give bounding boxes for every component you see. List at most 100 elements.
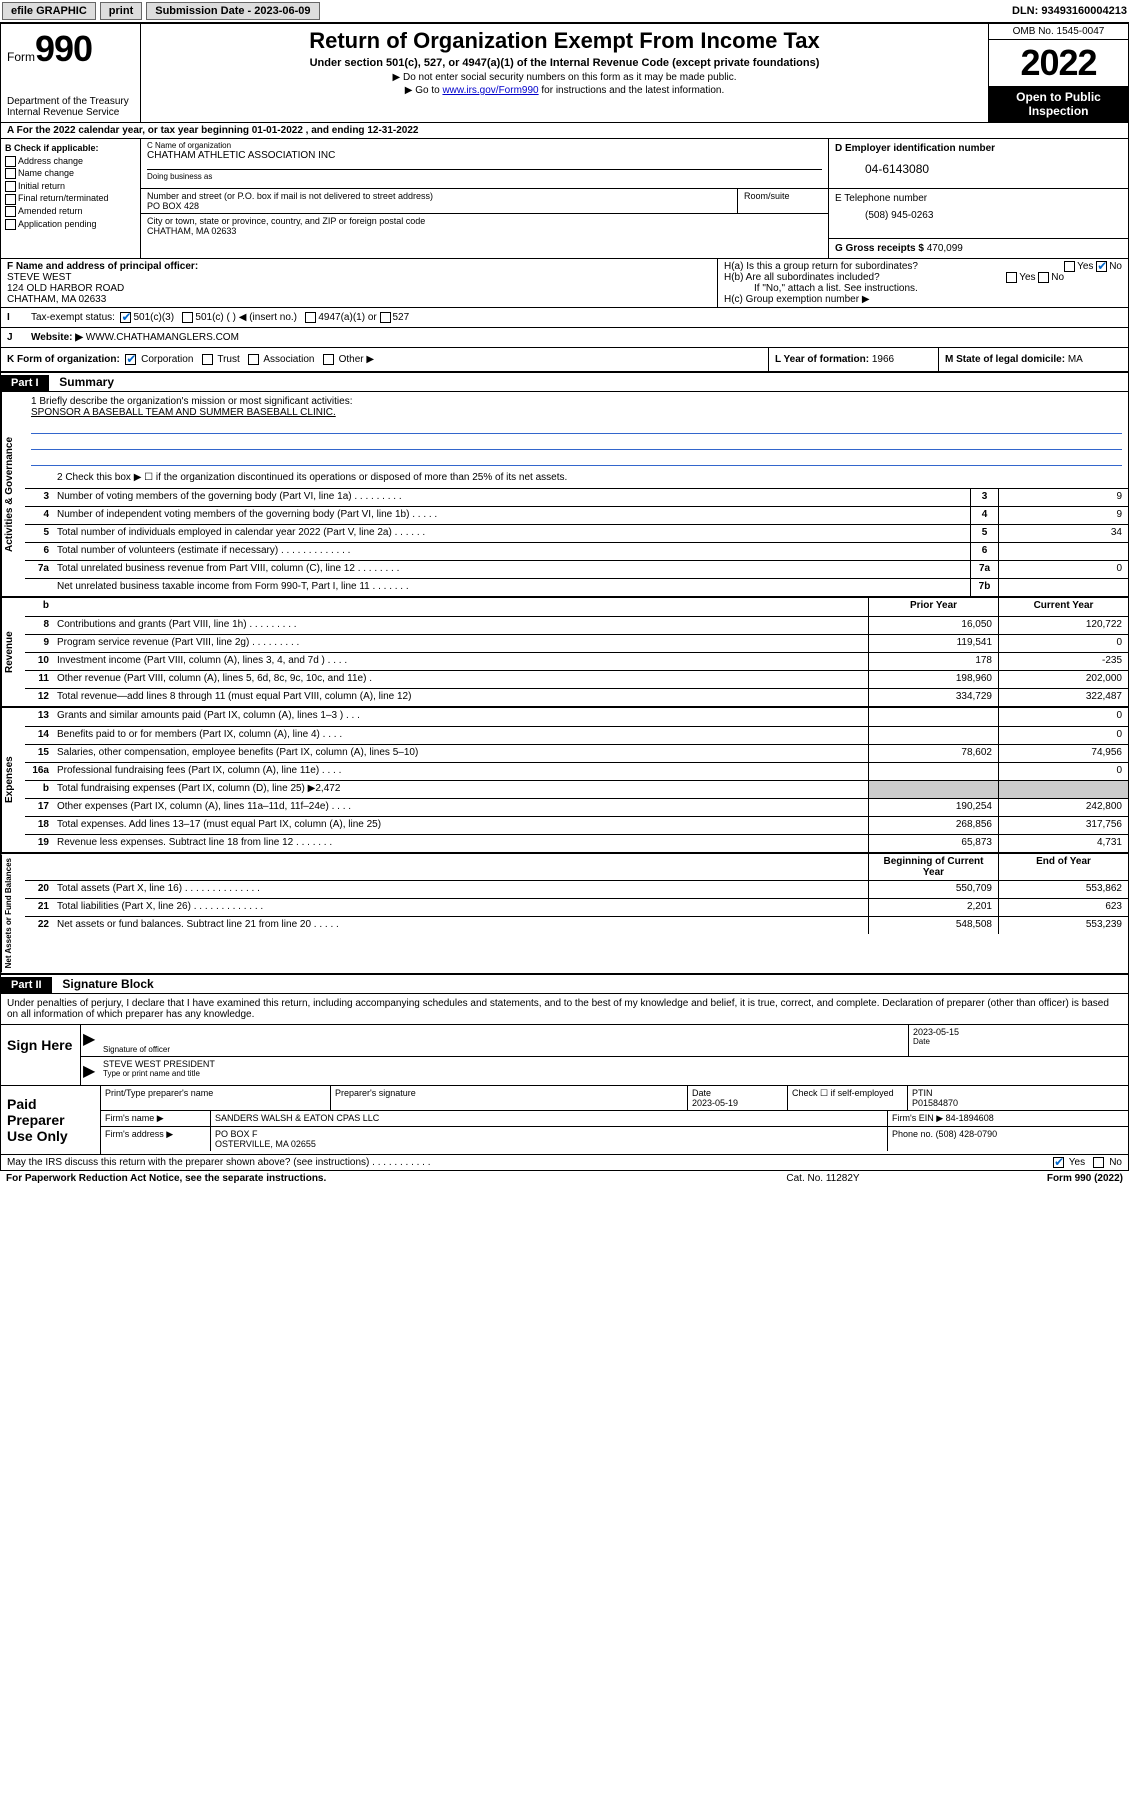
sign-arrow-icon-2: ▶ (81, 1057, 99, 1085)
summary-row: 22Net assets or fund balances. Subtract … (25, 916, 1128, 934)
line-number: 12 (25, 689, 53, 706)
hc-label: H(c) Group exemption number ▶ (724, 294, 1122, 305)
prior-year-header: Prior Year (868, 598, 998, 616)
address-label: Number and street (or P.O. box if mail i… (147, 191, 731, 201)
tax-exempt-label: Tax-exempt status: (31, 312, 115, 323)
prior-year-value: 550,709 (868, 881, 998, 898)
efile-button[interactable]: efile GRAPHIC (2, 2, 96, 20)
check-corporation[interactable] (125, 354, 136, 365)
form-number-block: Form990 Department of the Treasury Inter… (1, 24, 141, 122)
check-4947[interactable] (305, 312, 316, 323)
part-ii-badge: Part II (1, 977, 52, 993)
check-501c3[interactable] (120, 312, 131, 323)
check-address-change[interactable]: Address change (5, 155, 136, 168)
website-label: Website: ▶ (31, 332, 83, 343)
current-year-value: 74,956 (998, 745, 1128, 762)
check-name-change[interactable]: Name change (5, 167, 136, 180)
form-label: Form (7, 50, 35, 64)
vtab-governance: Activities & Governance (1, 392, 25, 596)
line-desc: Program service revenue (Part VIII, line… (53, 635, 868, 652)
line-number: 18 (25, 817, 53, 834)
firm-ein-value: 84-1894608 (946, 1113, 994, 1123)
prep-name-label: Print/Type preparer's name (105, 1088, 213, 1098)
hb-no-check[interactable] (1038, 272, 1049, 283)
officer-addr2: CHATHAM, MA 02633 (7, 294, 106, 305)
line-number: 20 (25, 881, 53, 898)
tax-year: 2022 (989, 40, 1128, 86)
irs-discuss-yes[interactable] (1053, 1157, 1064, 1168)
check-application-pending[interactable]: Application pending (5, 218, 136, 231)
check-association[interactable] (248, 354, 259, 365)
vtab-revenue: Revenue (1, 598, 25, 706)
current-year-value: 202,000 (998, 671, 1128, 688)
summary-row: 20Total assets (Part X, line 16) . . . .… (25, 880, 1128, 898)
form-ref: Form 990 (2022) (923, 1173, 1123, 1184)
current-year-value: 0 (998, 635, 1128, 652)
line-desc: Salaries, other compensation, employee b… (53, 745, 868, 762)
summary-row: 21Total liabilities (Part X, line 26) . … (25, 898, 1128, 916)
open-to-public-badge: Open to Public Inspection (989, 86, 1128, 122)
line-number: 6 (25, 543, 53, 560)
officer-addr1: 124 OLD HARBOR ROAD (7, 283, 124, 294)
ein-value: 04-6143080 (835, 154, 1122, 176)
line-box: 5 (970, 525, 998, 542)
irs-discuss-no[interactable] (1093, 1157, 1104, 1168)
summary-row: 9Program service revenue (Part VIII, lin… (25, 634, 1128, 652)
goto-suffix: for instructions and the latest informat… (539, 85, 725, 96)
prior-year-value: 178 (868, 653, 998, 670)
check-final-return[interactable]: Final return/terminated (5, 192, 136, 205)
line-desc: Other expenses (Part IX, column (A), lin… (53, 799, 868, 816)
firm-phone-value: (508) 428-0790 (936, 1129, 998, 1139)
sign-here-label: Sign Here (1, 1025, 81, 1085)
ha-no-check[interactable] (1096, 261, 1107, 272)
prior-year-value: 548,508 (868, 917, 998, 934)
sign-date: 2023-05-15 (913, 1027, 1124, 1037)
firm-addr-label: Firm's address ▶ (101, 1127, 211, 1151)
prior-year-value (868, 781, 998, 798)
line-desc: Investment income (Part VIII, column (A)… (53, 653, 868, 670)
ha-label: H(a) Is this a group return for subordin… (724, 261, 918, 272)
line-number: 5 (25, 525, 53, 542)
check-trust[interactable] (202, 354, 213, 365)
check-501c[interactable] (182, 312, 193, 323)
firm-addr2: OSTERVILLE, MA 02655 (215, 1139, 883, 1149)
line-value: 34 (998, 525, 1128, 542)
ha-yes-check[interactable] (1064, 261, 1075, 272)
line-number: 16a (25, 763, 53, 780)
firm-name-value: SANDERS WALSH & EATON CPAS LLC (211, 1111, 888, 1126)
goto-prefix: ▶ Go to (405, 85, 443, 96)
check-amended-return[interactable]: Amended return (5, 205, 136, 218)
domicile-label: M State of legal domicile: (945, 354, 1065, 365)
current-year-value: 317,756 (998, 817, 1128, 834)
summary-row: 8Contributions and grants (Part VIII, li… (25, 616, 1128, 634)
phone-value: (508) 945-0263 (835, 204, 1122, 221)
check-other[interactable] (323, 354, 334, 365)
dept-label: Department of the Treasury (7, 96, 134, 107)
line-desc: Total liabilities (Part X, line 26) . . … (53, 899, 868, 916)
hb-yes-check[interactable] (1006, 272, 1017, 283)
line-number: 3 (25, 489, 53, 506)
year-formation-label: L Year of formation: (775, 354, 869, 365)
print-button[interactable]: print (100, 2, 142, 20)
line-number: 19 (25, 835, 53, 852)
summary-row: bTotal fundraising expenses (Part IX, co… (25, 780, 1128, 798)
summary-row: 15Salaries, other compensation, employee… (25, 744, 1128, 762)
form-title: Return of Organization Exempt From Incom… (149, 28, 980, 54)
firm-name-label: Firm's name ▶ (101, 1111, 211, 1126)
self-employed-check[interactable]: Check ☐ if self-employed (792, 1088, 894, 1098)
form-org-label: K Form of organization: (7, 354, 120, 365)
prior-year-value: 198,960 (868, 671, 998, 688)
part-i-title: Summary (51, 373, 122, 391)
current-year-value: 0 (998, 727, 1128, 744)
domicile-value: MA (1068, 354, 1083, 365)
line-2: 2 Check this box ▶ ☐ if the organization… (25, 470, 1128, 488)
line-desc: Professional fundraising fees (Part IX, … (53, 763, 868, 780)
phone-label: E Telephone number (835, 193, 927, 204)
ptin-label: PTIN (912, 1088, 933, 1098)
check-initial-return[interactable]: Initial return (5, 180, 136, 193)
submission-date-button[interactable]: Submission Date - 2023-06-09 (146, 2, 319, 20)
irs-link[interactable]: www.irs.gov/Form990 (442, 85, 538, 96)
box-b-label: B Check if applicable: (5, 143, 99, 153)
check-527[interactable] (380, 312, 391, 323)
current-year-value: -235 (998, 653, 1128, 670)
